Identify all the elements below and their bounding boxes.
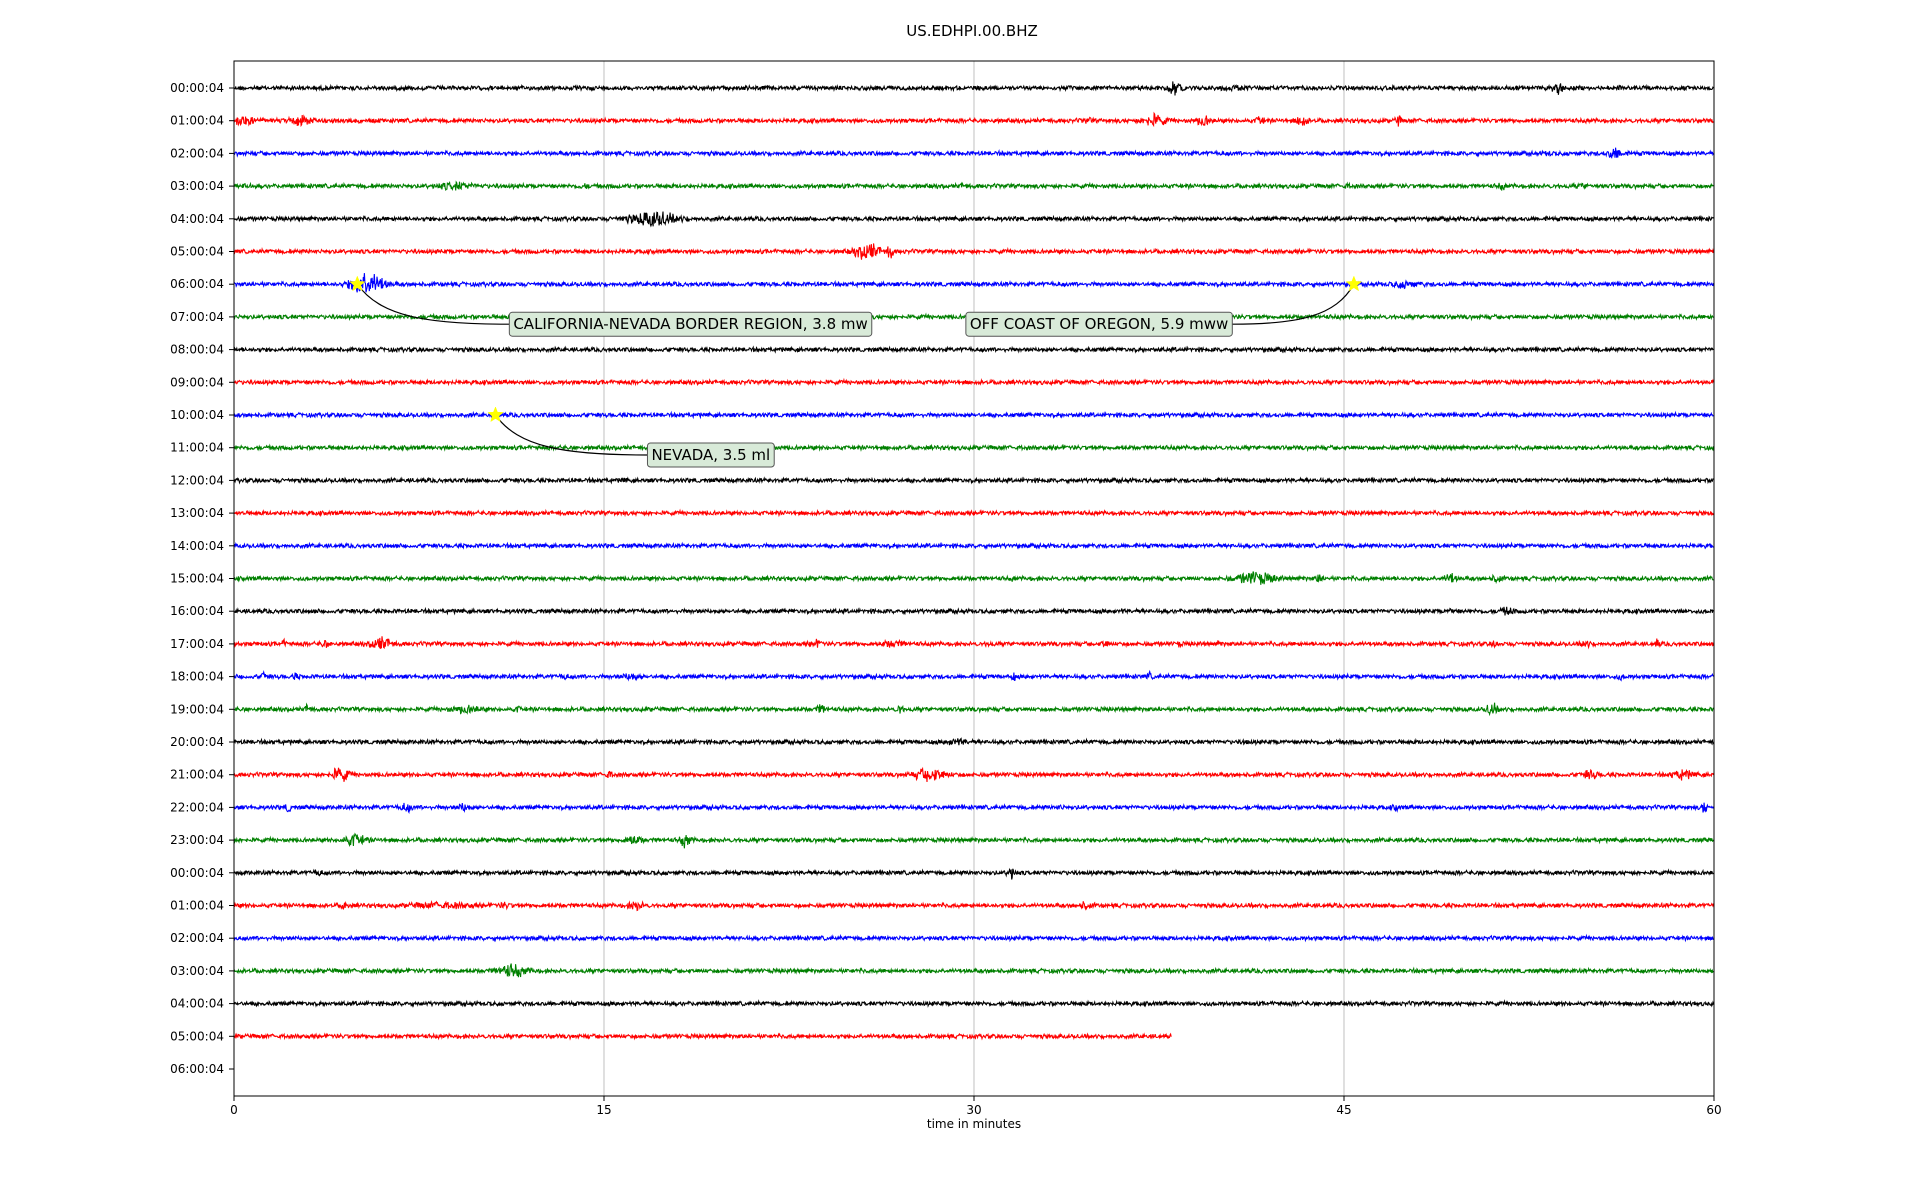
trace-row bbox=[233, 147, 1714, 159]
trace-row bbox=[233, 737, 1714, 747]
row-time-label: 18:00:04 bbox=[170, 670, 224, 684]
trace-row bbox=[233, 410, 1714, 420]
row-time-label: 07:00:04 bbox=[170, 310, 224, 324]
trace-row bbox=[233, 81, 1714, 96]
event-annotation: CALIFORNIA-NEVADA BORDER REGION, 3.8 mw bbox=[349, 275, 873, 337]
row-time-label: 13:00:04 bbox=[170, 506, 224, 520]
trace-row bbox=[233, 832, 1714, 849]
trace-row bbox=[233, 571, 1714, 585]
event-star-marker bbox=[1345, 275, 1363, 292]
event-label-box bbox=[646, 442, 775, 468]
trace-row bbox=[233, 766, 1715, 783]
row-time-label: 20:00:04 bbox=[170, 735, 224, 749]
event-label: NEVADA, 3.5 ml bbox=[651, 446, 770, 464]
event-connector bbox=[1232, 283, 1355, 325]
event-label-box bbox=[508, 311, 873, 337]
row-time-label: 06:00:04 bbox=[170, 277, 224, 291]
row-time-label: 23:00:04 bbox=[170, 833, 224, 847]
row-time-label: 09:00:04 bbox=[170, 375, 224, 389]
trace-row bbox=[233, 963, 1714, 978]
trace-row bbox=[233, 111, 1714, 128]
trace-row bbox=[233, 508, 1714, 518]
row-time-label: 06:00:04 bbox=[170, 1062, 224, 1076]
trace-row bbox=[233, 606, 1714, 616]
seismic-traces bbox=[233, 81, 1715, 1041]
trace-row bbox=[233, 999, 1715, 1008]
event-connector bbox=[356, 283, 510, 325]
row-time-label: 02:00:04 bbox=[170, 146, 224, 160]
row-time-label: 22:00:04 bbox=[170, 800, 224, 814]
trace-row bbox=[233, 180, 1714, 192]
event-label: OFF COAST OF OREGON, 5.9 mww bbox=[970, 315, 1228, 333]
event-star-marker bbox=[487, 406, 504, 423]
chart-title: US.EDHPI.00.BHZ bbox=[906, 22, 1038, 40]
trace-row bbox=[233, 443, 1715, 453]
x-tick-label: 45 bbox=[1336, 1103, 1351, 1117]
event-annotation: OFF COAST OF OREGON, 5.9 mww bbox=[965, 275, 1363, 337]
row-time-label: 04:00:04 bbox=[170, 997, 224, 1011]
event-annotation: NEVADA, 3.5 ml bbox=[487, 406, 775, 468]
row-time-label: 05:00:04 bbox=[170, 1029, 224, 1043]
event-connector bbox=[494, 414, 648, 456]
row-time-label: 02:00:04 bbox=[170, 931, 224, 945]
trace-row bbox=[233, 900, 1715, 912]
event-label: CALIFORNIA-NEVADA BORDER REGION, 3.8 mw bbox=[513, 315, 867, 333]
plot-frame bbox=[233, 60, 1715, 1097]
trace-row bbox=[233, 636, 1715, 650]
trace-row bbox=[233, 211, 1714, 228]
row-time-label: 08:00:04 bbox=[170, 343, 224, 357]
x-axis-ticks: 0 15 30 45 60 bbox=[230, 1096, 1722, 1117]
row-time-label: 12:00:04 bbox=[170, 473, 224, 487]
event-annotations: CALIFORNIA-NEVADA BORDER REGION, 3.8 mw O… bbox=[349, 275, 1363, 468]
x-tick-label: 0 bbox=[230, 1103, 238, 1117]
row-time-label: 10:00:04 bbox=[170, 408, 224, 422]
x-tick-label: 60 bbox=[1706, 1103, 1721, 1117]
x-axis-title: time in minutes bbox=[927, 1117, 1021, 1131]
event-star-marker bbox=[349, 275, 366, 292]
x-tick-label: 30 bbox=[966, 1103, 981, 1117]
event-label-box bbox=[965, 311, 1233, 337]
trace-row bbox=[234, 273, 1715, 293]
trace-row bbox=[233, 669, 1714, 682]
row-time-label: 21:00:04 bbox=[170, 768, 224, 782]
row-time-label: 19:00:04 bbox=[170, 702, 224, 716]
row-time-labels: 00:00:04 01:00:04 02:00:04 03:00:04 04:00:04… bbox=[170, 81, 234, 1076]
row-time-label: 17:00:04 bbox=[170, 637, 224, 651]
row-time-label: 05:00:04 bbox=[170, 245, 224, 259]
row-time-label: 11:00:04 bbox=[170, 441, 224, 455]
row-time-label: 03:00:04 bbox=[170, 964, 224, 978]
row-time-label: 15:00:04 bbox=[170, 572, 224, 586]
trace-row bbox=[233, 867, 1714, 880]
trace-row bbox=[233, 702, 1714, 717]
row-time-label: 00:00:04 bbox=[170, 866, 224, 880]
trace-row bbox=[233, 1032, 1172, 1041]
row-time-label: 03:00:04 bbox=[170, 179, 224, 193]
trace-row bbox=[233, 802, 1714, 814]
row-time-label: 00:00:04 bbox=[170, 81, 224, 95]
row-time-label: 01:00:04 bbox=[170, 114, 224, 128]
row-time-label: 04:00:04 bbox=[170, 212, 224, 226]
x-tick-label: 15 bbox=[596, 1103, 611, 1117]
trace-row bbox=[233, 345, 1714, 354]
trace-row bbox=[233, 377, 1715, 387]
trace-row bbox=[233, 475, 1714, 485]
trace-row bbox=[233, 933, 1714, 943]
row-time-label: 14:00:04 bbox=[170, 539, 224, 553]
trace-row bbox=[233, 541, 1714, 550]
trace-row bbox=[233, 243, 1715, 260]
row-time-label: 16:00:04 bbox=[170, 604, 224, 618]
row-time-label: 01:00:04 bbox=[170, 899, 224, 913]
